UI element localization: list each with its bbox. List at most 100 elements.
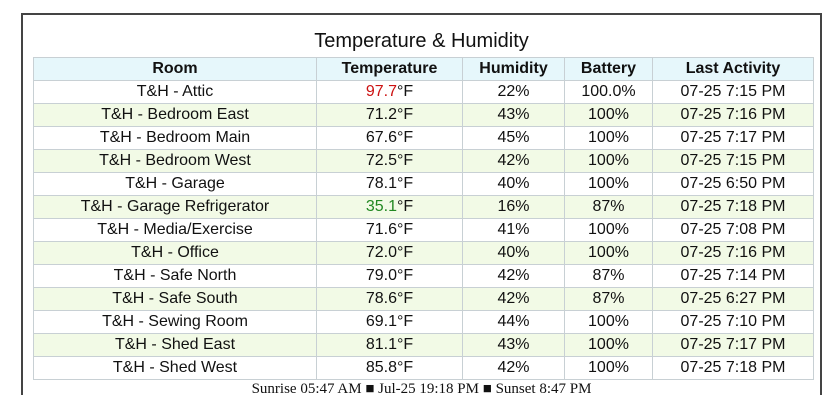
table-row: T&H - Safe South 78.6°F 42% 87% 07-25 6:27 P… bbox=[34, 288, 814, 311]
last-activity-cell: 07-25 6:50 PM bbox=[653, 173, 814, 196]
room-cell: T&H - Shed West bbox=[34, 357, 317, 380]
battery-cell: 100% bbox=[565, 357, 653, 380]
column-header-last-activity[interactable]: Last Activity bbox=[653, 58, 814, 81]
temperature-value: 81.1 bbox=[366, 336, 397, 353]
temperature-cell: 72.0°F bbox=[317, 242, 463, 265]
table-row: T&H - Safe North 79.0°F 42% 87% 07-25 7:14 P… bbox=[34, 265, 814, 288]
temperature-unit: °F bbox=[397, 175, 413, 192]
room-cell: T&H - Bedroom East bbox=[34, 104, 317, 127]
table-row: T&H - Media/Exercise 71.6°F 41% 100% 07-25 7… bbox=[34, 219, 814, 242]
battery-cell: 100% bbox=[565, 219, 653, 242]
current-datetime-text: Jul-25 19:18 PM bbox=[378, 381, 479, 395]
temperature-cell: 69.1°F bbox=[317, 311, 463, 334]
temperature-value: 78.6 bbox=[366, 290, 397, 307]
humidity-cell: 42% bbox=[463, 150, 565, 173]
temperature-value: 69.1 bbox=[366, 313, 397, 330]
battery-cell: 100% bbox=[565, 127, 653, 150]
battery-cell: 87% bbox=[565, 288, 653, 311]
temperature-cell: 81.1°F bbox=[317, 334, 463, 357]
table-row: T&H - Shed East 81.1°F 43% 100% 07-25 7:17 P… bbox=[34, 334, 814, 357]
temperature-value: 79.0 bbox=[366, 267, 397, 284]
last-activity-cell: 07-25 7:17 PM bbox=[653, 334, 814, 357]
temperature-value: 78.1 bbox=[366, 175, 397, 192]
temperature-unit: °F bbox=[397, 106, 413, 123]
temperature-unit: °F bbox=[397, 83, 413, 100]
last-activity-cell: 07-25 7:14 PM bbox=[653, 265, 814, 288]
battery-cell: 100% bbox=[565, 334, 653, 357]
last-activity-cell: 07-25 7:18 PM bbox=[653, 196, 814, 219]
room-cell: T&H - Garage bbox=[34, 173, 317, 196]
battery-cell: 87% bbox=[565, 196, 653, 219]
room-cell: T&H - Safe North bbox=[34, 265, 317, 288]
humidity-cell: 40% bbox=[463, 242, 565, 265]
temperature-cell: 71.2°F bbox=[317, 104, 463, 127]
table-row: T&H - Attic 97.7°F 22% 100.0% 07-25 7:15 PM bbox=[34, 81, 814, 104]
column-header-humidity[interactable]: Humidity bbox=[463, 58, 565, 81]
humidity-cell: 44% bbox=[463, 311, 565, 334]
temperature-value: 72.0 bbox=[366, 244, 397, 261]
table-row: T&H - Bedroom Main 67.6°F 45% 100% 07-25 7:1… bbox=[34, 127, 814, 150]
temperature-cell: 85.8°F bbox=[317, 357, 463, 380]
table-row: T&H - Sewing Room 69.1°F 44% 100% 07-25 7:10… bbox=[34, 311, 814, 334]
separator-square-icon: ■ bbox=[483, 381, 492, 395]
humidity-cell: 42% bbox=[463, 357, 565, 380]
humidity-cell: 40% bbox=[463, 173, 565, 196]
temperature-cell: 72.5°F bbox=[317, 150, 463, 173]
humidity-cell: 42% bbox=[463, 265, 565, 288]
last-activity-cell: 07-25 7:16 PM bbox=[653, 242, 814, 265]
temperature-value: 72.5 bbox=[366, 152, 397, 169]
room-cell: T&H - Bedroom West bbox=[34, 150, 317, 173]
temperature-unit: °F bbox=[397, 336, 413, 353]
column-header-battery[interactable]: Battery bbox=[565, 58, 653, 81]
temperature-unit: °F bbox=[397, 198, 413, 215]
temperature-value: 67.6 bbox=[366, 129, 397, 146]
temperature-cell: 35.1°F bbox=[317, 196, 463, 219]
battery-cell: 87% bbox=[565, 265, 653, 288]
sun-times-footer: Sunrise 05:47 AM ■ Jul-25 19:18 PM ■ Sun… bbox=[23, 381, 820, 395]
temperature-humidity-table: Room Temperature Humidity Battery Last A… bbox=[33, 57, 814, 380]
temperature-cell: 78.6°F bbox=[317, 288, 463, 311]
temperature-unit: °F bbox=[397, 313, 413, 330]
tile-frame: Temperature & Humidity Room Temperature … bbox=[21, 13, 822, 395]
temperature-value: 85.8 bbox=[366, 359, 397, 376]
temperature-unit: °F bbox=[397, 359, 413, 376]
room-cell: T&H - Safe South bbox=[34, 288, 317, 311]
room-cell: T&H - Shed East bbox=[34, 334, 317, 357]
battery-cell: 100% bbox=[565, 150, 653, 173]
tile-title: Temperature & Humidity bbox=[23, 30, 820, 53]
room-cell: T&H - Media/Exercise bbox=[34, 219, 317, 242]
table-row: T&H - Office 72.0°F 40% 100% 07-25 7:16 PM bbox=[34, 242, 814, 265]
temperature-unit: °F bbox=[397, 267, 413, 284]
humidity-cell: 16% bbox=[463, 196, 565, 219]
room-cell: T&H - Attic bbox=[34, 81, 317, 104]
table-header-row: Room Temperature Humidity Battery Last A… bbox=[34, 58, 814, 81]
last-activity-cell: 07-25 7:18 PM bbox=[653, 357, 814, 380]
temperature-value: 71.6 bbox=[366, 221, 397, 238]
battery-cell: 100% bbox=[565, 311, 653, 334]
temperature-cell: 79.0°F bbox=[317, 265, 463, 288]
humidity-cell: 43% bbox=[463, 334, 565, 357]
sunrise-text: Sunrise 05:47 AM bbox=[252, 381, 362, 395]
table-row: T&H - Garage Refrigerator 35.1°F 16% 87% 07-… bbox=[34, 196, 814, 219]
sunset-text: Sunset 8:47 PM bbox=[496, 381, 592, 395]
room-cell: T&H - Office bbox=[34, 242, 317, 265]
last-activity-cell: 07-25 7:15 PM bbox=[653, 150, 814, 173]
room-cell: T&H - Garage Refrigerator bbox=[34, 196, 317, 219]
last-activity-cell: 07-25 7:17 PM bbox=[653, 127, 814, 150]
last-activity-cell: 07-25 7:16 PM bbox=[653, 104, 814, 127]
battery-cell: 100.0% bbox=[565, 81, 653, 104]
column-header-room[interactable]: Room bbox=[34, 58, 317, 81]
column-header-temperature[interactable]: Temperature bbox=[317, 58, 463, 81]
temperature-unit: °F bbox=[397, 221, 413, 238]
temperature-cell: 78.1°F bbox=[317, 173, 463, 196]
table-row: T&H - Garage 78.1°F 40% 100% 07-25 6:50 PM bbox=[34, 173, 814, 196]
battery-cell: 100% bbox=[565, 104, 653, 127]
last-activity-cell: 07-25 7:08 PM bbox=[653, 219, 814, 242]
temperature-unit: °F bbox=[397, 290, 413, 307]
temperature-cell: 97.7°F bbox=[317, 81, 463, 104]
table-row: T&H - Bedroom West 72.5°F 42% 100% 07-25 7:1… bbox=[34, 150, 814, 173]
room-cell: T&H - Sewing Room bbox=[34, 311, 317, 334]
humidity-cell: 42% bbox=[463, 288, 565, 311]
temperature-unit: °F bbox=[397, 152, 413, 169]
temperature-value: 71.2 bbox=[366, 106, 397, 123]
